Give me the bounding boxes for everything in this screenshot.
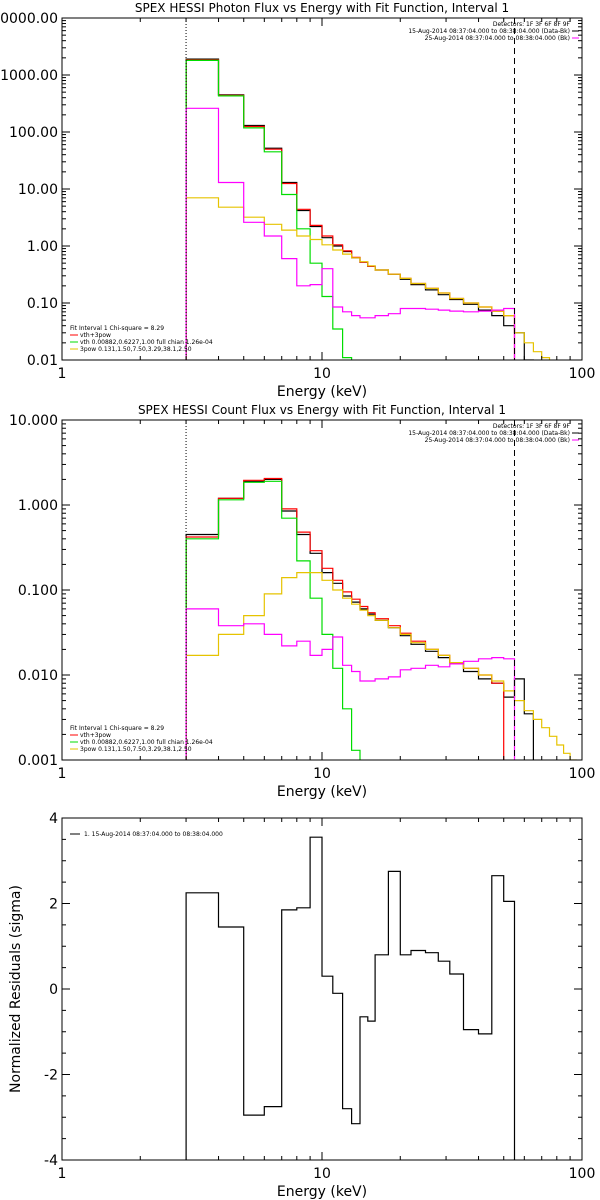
legend-entry-label: 25-Aug-2014 08:37:04.000 to 08:38:04.000… <box>425 437 570 444</box>
series-line-3 <box>185 59 353 360</box>
legend-entry-label: vth+3pow <box>80 732 111 739</box>
legend-entry-label: 3pow 0.131,1.50,7.50,3.29,38.1,2.50 <box>80 346 192 353</box>
y-tick-label: 0 <box>49 982 58 998</box>
x-tick-label: 10 <box>313 366 331 382</box>
y-tick-label: 1.000 <box>18 498 58 514</box>
y-tick-label: 0.010 <box>18 668 58 684</box>
legend-bottom-left: Fit Interval 1 Chi-square = 8.29vth+3pow… <box>70 725 213 753</box>
plot-area <box>185 477 577 760</box>
y-tick-label: 4 <box>49 811 58 827</box>
x-tick-label: 1 <box>58 766 67 782</box>
legend-bottom-left: Fit Interval 1 Chi-square = 8.29vth+3pow… <box>70 325 213 353</box>
y-tick-label: 10.000 <box>9 413 58 429</box>
y-axis-label: Normalized Residuals (sigma) <box>8 885 24 1093</box>
x-tick-label: 100 <box>569 1166 596 1182</box>
legend-entry-label: 25-Aug-2014 08:37:04.000 to 08:38:04.000… <box>425 35 570 42</box>
x-tick-label: 10 <box>313 1166 331 1182</box>
legend-entry-label: 15-Aug-2014 08:37:04.000 to 08:38:04.000… <box>408 430 570 437</box>
legend-top-left: 1. 15-Aug-2014 08:37:04.000 to 08:38:04.… <box>70 831 223 838</box>
x-tick-label: 100 <box>569 366 596 382</box>
panel-1: SPEX HESSI Photon Flux vs Energy with Fi… <box>0 1 595 400</box>
panel-2: SPEX HESSI Count Flux vs Energy with Fit… <box>9 403 595 800</box>
series-line-5 <box>185 107 516 360</box>
panel-3: 1 10 100 -4 -2 0 2 4 Energy (keV) Normalized Resi… <box>8 811 595 1200</box>
chart-title: SPEX HESSI Count Flux vs Energy with Fit… <box>138 403 506 417</box>
legend-entry-label: vth+3pow <box>80 332 111 339</box>
x-tick-label: 1 <box>58 366 67 382</box>
y-tick-label: 0.10 <box>27 296 58 312</box>
legend-header: Fit Interval 1 Chi-square = 8.29 <box>70 725 164 732</box>
legend-entry-label: 15-Aug-2014 08:37:04.000 to 08:38:04.000… <box>408 28 570 35</box>
x-tick-label: 1 <box>58 1166 67 1182</box>
y-tick-label: 10000.00 <box>0 11 58 27</box>
y-tick-label: 2 <box>49 897 58 913</box>
series-line-3 <box>185 480 361 760</box>
series-line-2 <box>185 477 505 760</box>
x-axis-label: Energy (keV) <box>277 1184 367 1200</box>
y-tick-label: -4 <box>44 1153 58 1169</box>
series-line-1 <box>185 58 534 360</box>
series-line-2 <box>185 59 516 360</box>
chart-title: SPEX HESSI Photon Flux vs Energy with Fi… <box>135 1 509 15</box>
y-tick-label: 10.00 <box>18 182 58 198</box>
x-tick-label: 10 <box>313 766 331 782</box>
x-tick-label: 100 <box>569 766 596 782</box>
x-axis-label: Energy (keV) <box>277 784 367 800</box>
legend-header: Detectors: 1F 3F 6F 8F 9F <box>493 423 571 430</box>
y-tick-label: -2 <box>44 1068 58 1084</box>
y-tick-label: 0.100 <box>18 583 58 599</box>
plot-area <box>185 58 551 360</box>
series-line-1 <box>185 478 534 760</box>
legend-entry-label: vth 0.00882,0.6227,1.00 full chian 1.26e… <box>80 739 213 746</box>
legend-header: Fit Interval 1 Chi-square = 8.29 <box>70 325 164 332</box>
plot-area <box>185 836 516 1160</box>
legend-entry-label: vth 0.00882,0.6227,1.00 full chian 1.26e… <box>80 339 213 346</box>
legend-entry-label: 1. 15-Aug-2014 08:37:04.000 to 08:38:04.… <box>84 831 223 838</box>
y-tick-label: 1000.00 <box>0 68 58 84</box>
y-tick-label: 0.01 <box>27 353 58 369</box>
y-tick-label: 100.00 <box>9 125 58 141</box>
series-line-5 <box>185 608 516 760</box>
x-axis-label: Energy (keV) <box>277 384 367 400</box>
series-line-4 <box>185 572 577 760</box>
legend-entry-label: 3pow 0.131,1.50,7.50,3.29,38.1,2.50 <box>80 746 192 753</box>
legend-header: Detectors: 1F 3F 6F 8F 9F <box>493 21 571 28</box>
series-line-1 <box>185 836 516 1160</box>
y-tick-label: 0.001 <box>18 753 58 769</box>
y-tick-label: 1.00 <box>27 239 58 255</box>
series-line-4 <box>185 197 551 360</box>
